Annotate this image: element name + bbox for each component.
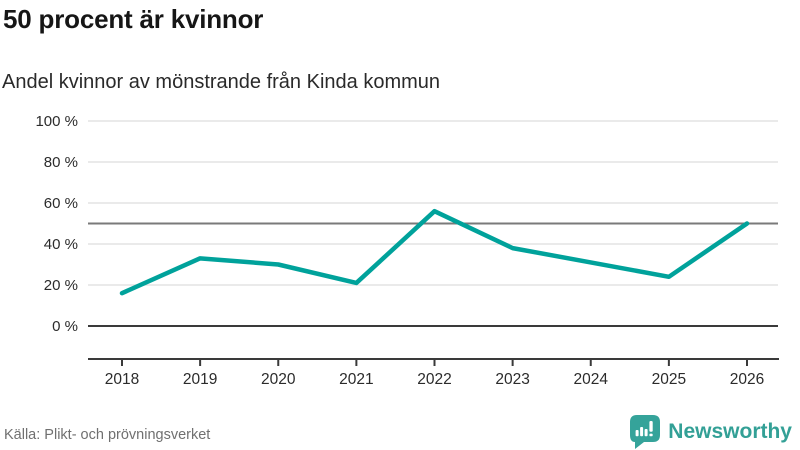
x-tick-label: 2024 bbox=[574, 371, 609, 388]
newsworthy-logo-icon bbox=[630, 415, 661, 449]
x-tick-label: 2018 bbox=[105, 371, 139, 388]
x-tick-label: 2022 bbox=[417, 371, 451, 388]
y-tick-label: 60 % bbox=[44, 195, 78, 212]
x-tick-label: 2021 bbox=[339, 371, 373, 388]
source-text: Källa: Plikt- och prövningsverket bbox=[4, 427, 211, 443]
y-tick-label: 80 % bbox=[44, 154, 78, 171]
y-tick-label: 0 % bbox=[52, 318, 78, 335]
newsworthy-logo-text: Newsworthy bbox=[668, 420, 792, 443]
newsworthy-logo[interactable]: Newsworthy bbox=[630, 415, 792, 449]
y-tick-label: 100 % bbox=[35, 113, 78, 130]
x-tick-label: 2020 bbox=[261, 371, 296, 388]
data-line-andel-kvinnor bbox=[119, 208, 750, 296]
y-tick-label: 20 % bbox=[44, 277, 78, 294]
x-tick-label: 2025 bbox=[652, 371, 686, 388]
chart-subtitle: Andel kvinnor av mönstrande från Kinda k… bbox=[2, 71, 441, 93]
y-tick-label: 40 % bbox=[44, 236, 78, 253]
chart-title: 50 procent är kvinnor bbox=[3, 4, 264, 34]
x-tick-label: 2023 bbox=[495, 371, 529, 388]
x-tick-label: 2026 bbox=[730, 371, 764, 388]
x-tick-label: 2019 bbox=[183, 371, 217, 388]
